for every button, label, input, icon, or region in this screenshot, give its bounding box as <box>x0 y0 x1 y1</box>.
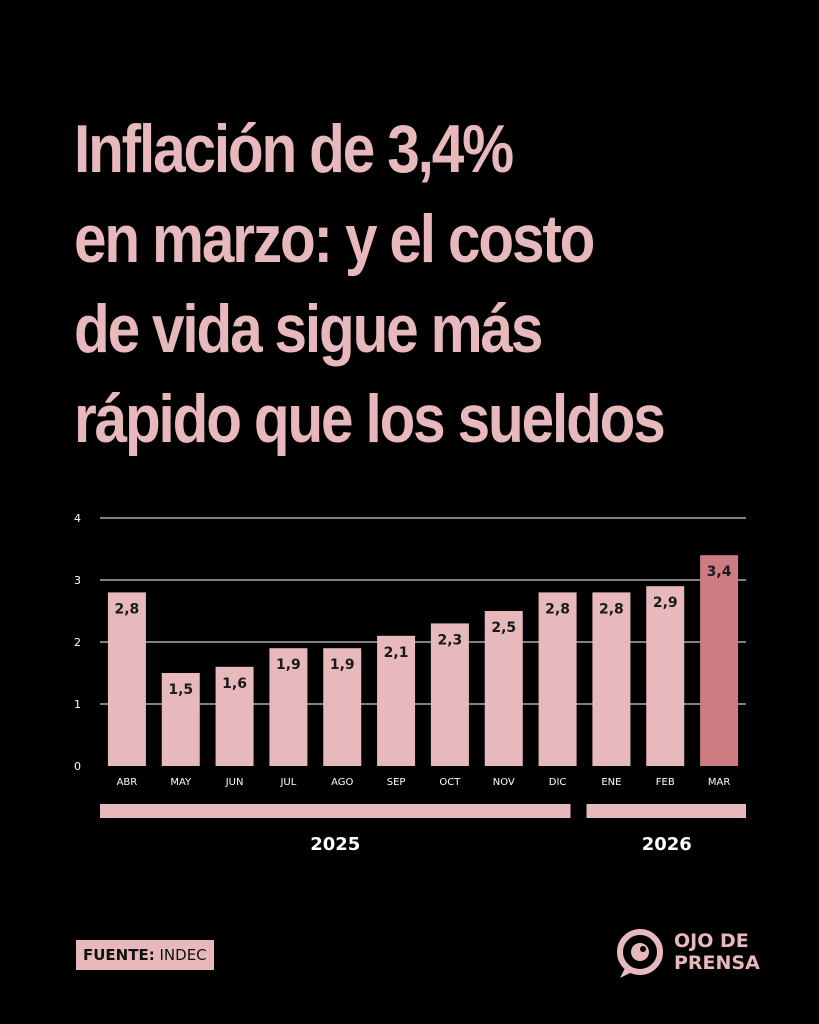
bar <box>215 666 254 766</box>
bar <box>592 592 631 766</box>
bar <box>161 673 200 766</box>
bar <box>484 611 523 766</box>
year-label: 2026 <box>642 834 692 855</box>
bar-value-label: 2,5 <box>491 620 516 636</box>
x-tick-label: MAY <box>170 777 192 788</box>
x-tick-label: MAR <box>708 777 730 788</box>
x-tick-label: AGO <box>331 777 353 788</box>
source-label: FUENTE: <box>83 946 155 964</box>
x-tick-label: SEP <box>387 777 406 788</box>
bar-value-label: 1,6 <box>222 676 247 692</box>
logo-line-2: PRENSA <box>674 952 760 974</box>
x-tick-label: OCT <box>439 777 461 788</box>
source-value: INDEC <box>159 946 207 964</box>
x-tick-label: JUN <box>225 777 244 788</box>
y-tick-label: 4 <box>74 512 81 525</box>
ojo-de-prensa-logo: OJO DE PRENSA <box>614 926 760 986</box>
bar-value-label: 2,1 <box>384 645 409 661</box>
bar-value-label: 1,9 <box>330 657 355 673</box>
y-tick-label: 1 <box>74 698 81 711</box>
source-badge: FUENTE: INDEC <box>76 940 214 970</box>
bar-value-label: 1,9 <box>276 657 301 673</box>
x-tick-label: ENE <box>601 777 621 788</box>
bar-value-label: 2,3 <box>438 632 463 648</box>
bar <box>646 586 685 766</box>
x-tick-label: FEB <box>656 777 675 788</box>
bar-value-label: 2,9 <box>653 595 678 611</box>
y-tick-label: 0 <box>74 760 81 773</box>
logo-line-1: OJO DE <box>674 930 749 952</box>
headline-line: en marzo: y el costo <box>74 201 595 277</box>
year-label: 2025 <box>310 834 360 855</box>
headline-line: Inflación de 3,4% <box>74 111 514 187</box>
bar <box>430 623 469 766</box>
x-tick-label: DIC <box>549 777 567 788</box>
headline-line: rápido que los sueldos <box>74 381 666 457</box>
bar-value-label: 1,5 <box>168 682 193 698</box>
x-tick-label: NOV <box>493 777 515 788</box>
bar-value-label: 3,4 <box>707 564 732 580</box>
bar <box>269 648 308 766</box>
year-band <box>100 804 571 818</box>
bar <box>700 555 739 766</box>
bar <box>377 635 416 766</box>
inflation-bar-chart: 0 1 2 3 4 2,8 ABR 1,5 MAY 1,6 JUN 1,9 JUL 1,9 AGO 2,1 SE… <box>74 512 746 855</box>
year-band <box>586 804 746 818</box>
x-tick-label: ABR <box>117 777 138 788</box>
headline-line: de vida sigue más <box>74 291 543 367</box>
logo-wordmark: OJO DE PRENSA <box>674 930 760 974</box>
eye-logo-icon <box>617 929 663 978</box>
bar <box>538 592 577 766</box>
headline: Inflación de 3,4% en marzo: y el costo d… <box>74 104 693 464</box>
x-tick-label: JUL <box>279 777 296 788</box>
y-tick-label: 2 <box>74 636 81 649</box>
bar-value-label: 2,8 <box>115 601 140 617</box>
bar <box>107 592 146 766</box>
y-tick-label: 3 <box>74 574 81 587</box>
bar-value-label: 2,8 <box>545 601 570 617</box>
bar-value-label: 2,8 <box>599 601 624 617</box>
bar <box>323 648 362 766</box>
